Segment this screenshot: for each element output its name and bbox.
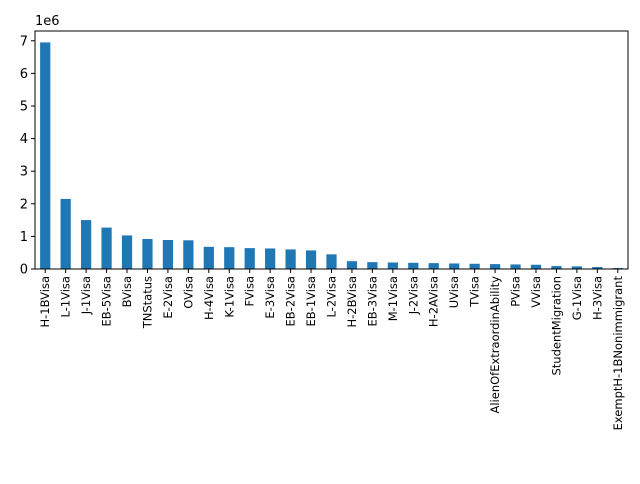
x-tick-label: H-3Visa: [590, 276, 604, 320]
x-tick-label: TNStatus: [140, 276, 154, 329]
x-tick-label: E-2Visa: [161, 276, 175, 319]
x-tick-label: AlienOfExtraordinAbility: [488, 276, 502, 414]
x-tick-label: VVisa: [529, 276, 543, 308]
y-axis-scale-label: 1e6: [35, 14, 60, 29]
x-tick-label: UVisa: [447, 276, 461, 308]
bar-EB-5Visa: [101, 227, 112, 269]
x-tick-label: StudentMigration: [549, 276, 563, 376]
y-tick-label: 6: [20, 67, 28, 82]
x-tick-label: H-2BVisa: [345, 276, 359, 328]
x-tick-label: L-1Visa: [59, 276, 73, 318]
y-tick-label: 3: [20, 165, 28, 180]
bar-J-2Visa: [408, 262, 419, 269]
x-tick-label: EB-3Visa: [365, 276, 379, 326]
y-tick-label: 5: [20, 99, 28, 114]
bar-BVisa: [121, 235, 133, 269]
x-axis: H-1BVisa L-1Visa J-1Visa EB-5Visa BVisa TNSta…: [38, 269, 625, 430]
x-tick-label: EB-2Visa: [284, 276, 298, 326]
x-tick-label: OVisa: [181, 276, 195, 309]
y-tick-label: 7: [20, 34, 28, 49]
x-tick-label: M-1Visa: [386, 276, 400, 321]
bar-H-4Visa: [203, 246, 214, 269]
bar-PVisa: [510, 264, 521, 269]
x-tick-label: EB-5Visa: [100, 276, 114, 326]
x-tick-label: L-2Visa: [325, 276, 339, 318]
x-tick-label: FVisa: [243, 276, 257, 306]
x-tick-label: K-1Visa: [222, 276, 236, 318]
bar-EB-1Visa: [305, 250, 317, 269]
x-tick-label: G-1Visa: [570, 276, 584, 320]
bar-EB-2Visa: [285, 249, 296, 269]
bar-EB-3Visa: [367, 262, 378, 269]
y-tick-label: 4: [20, 132, 28, 147]
x-tick-label: J-1Visa: [79, 276, 93, 315]
bar-K-1Visa: [224, 247, 235, 269]
plot-frame: [34, 30, 629, 270]
bar-L-2Visa: [326, 254, 337, 269]
y-tick-label: 2: [20, 197, 28, 212]
bar-TVisa: [469, 263, 480, 269]
x-tick-label: E-3Visa: [263, 276, 277, 319]
y-axis: 0 1 2 3 4 5 6 7: [20, 34, 35, 278]
bar-H-1BVisa: [40, 42, 51, 269]
bars-layer: [40, 42, 623, 269]
x-tick-label: J-2Visa: [406, 276, 420, 315]
bar-J-1Visa: [81, 220, 92, 269]
bar-FVisa: [244, 248, 255, 269]
x-tick-label: H-2AVisa: [427, 276, 441, 327]
bar-M-1Visa: [387, 262, 398, 269]
x-tick-label: PVisa: [509, 276, 523, 307]
bar-H-2BVisa: [346, 261, 358, 269]
bar-VVisa: [530, 264, 542, 269]
bar-UVisa: [449, 263, 460, 269]
bar-G-1Visa: [571, 266, 582, 269]
x-tick-label: BVisa: [120, 276, 134, 307]
bar-OVisa: [183, 240, 194, 269]
bar-TNStatus: [142, 239, 153, 269]
bar-AlienOfExtraordinAbility: [489, 264, 501, 269]
x-tick-label: ExemptH-1BNonimmigrant: [611, 276, 625, 431]
x-tick-label: H-4Visa: [202, 276, 216, 320]
bar-E-2Visa: [162, 239, 174, 269]
bar-StudentMigration: [551, 266, 562, 269]
x-tick-label: TVisa: [468, 276, 482, 308]
bar-L-1Visa: [60, 198, 71, 269]
y-tick-label: 1: [20, 230, 28, 245]
y-tick-label: 0: [20, 263, 28, 278]
bar-E-3Visa: [265, 248, 276, 269]
x-tick-label: EB-1Visa: [304, 276, 318, 326]
bar-H-2AVisa: [428, 263, 439, 269]
x-tick-label: H-1BVisa: [38, 276, 52, 328]
bar-H-3Visa: [592, 267, 603, 269]
